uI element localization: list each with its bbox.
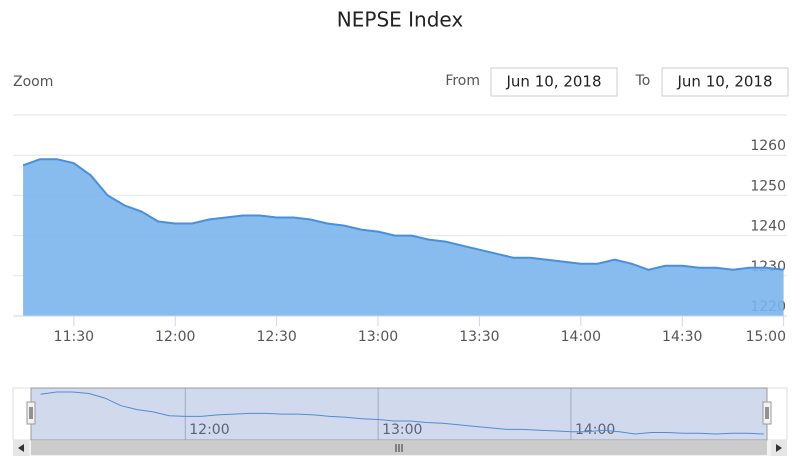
x-tick-label: 14:00: [561, 329, 601, 345]
handle-grip: [29, 407, 33, 419]
from-input[interactable]: [490, 67, 618, 97]
x-tick-label: 15:00: [746, 329, 786, 345]
scroll-grip: [395, 444, 403, 452]
to-date[interactable]: Jun 10, 2018: [676, 73, 772, 91]
from-label: From: [445, 73, 480, 89]
x-tick-label: 12:30: [256, 329, 296, 345]
zoom-label: Zoom: [13, 74, 53, 90]
x-tick-label: 11:30: [54, 329, 94, 345]
y-tick-label: 1250: [750, 178, 786, 194]
area: [23, 159, 784, 316]
scroll-left-arrow: [18, 444, 24, 452]
navigator-tick-label: 12:00: [189, 422, 229, 438]
scroll-right-arrow: [776, 444, 782, 452]
handle-grip: [765, 407, 769, 419]
navigator-handle-right[interactable]: [762, 401, 772, 425]
to-input[interactable]: [661, 67, 789, 97]
y-tick-label: 1260: [750, 138, 786, 154]
y-tick-label: 1240: [750, 219, 786, 235]
navigator-line: [40, 391, 764, 435]
to-label: To: [635, 73, 651, 89]
plot: 1220123012401250126011:3012:0012:3013:00…: [13, 138, 787, 345]
navigator-selection[interactable]: [30, 387, 768, 441]
chart-title: NEPSE Index: [337, 8, 464, 32]
x-tick-label: 13:30: [459, 329, 499, 345]
navigator-handle-left[interactable]: [26, 401, 36, 425]
x-tick-label: 12:00: [155, 329, 195, 345]
line: [22, 158, 784, 271]
from-date[interactable]: Jun 10, 2018: [505, 73, 601, 91]
navigator-tick-label: 14:00: [575, 422, 615, 438]
navigator-tick-label: 13:00: [382, 422, 422, 438]
x-tick-label: 14:30: [662, 329, 702, 345]
x-tick-label: 13:00: [358, 329, 398, 345]
navigator: 12:00 13:00 14:00: [40, 388, 764, 440]
